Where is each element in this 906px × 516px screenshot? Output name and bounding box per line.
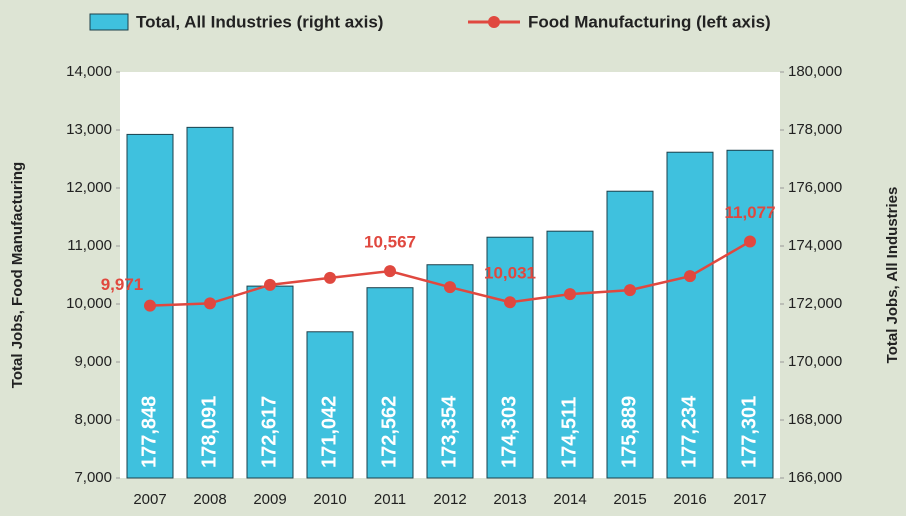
bar (186, 126, 234, 479)
line-marker (744, 235, 756, 248)
bar (426, 264, 474, 479)
x-tick-label: 2009 (253, 491, 286, 508)
y-axis-label: Total Jobs, Food Manufacturing (9, 162, 26, 388)
line-marker (684, 270, 696, 283)
bar-value-label: 177,301 (738, 396, 760, 468)
y-tick-label: 11,000 (67, 237, 112, 254)
line-marker (444, 281, 456, 294)
line-marker (264, 278, 276, 291)
legend-swatch (89, 13, 129, 31)
x-tick-label: 2011 (374, 491, 406, 508)
bar (246, 285, 294, 479)
y-tick-label: 13,000 (66, 121, 112, 138)
bar-value-label: 174,511 (558, 397, 580, 468)
line-marker (324, 271, 336, 284)
y2-axis-label: Total Jobs, All Industries (884, 187, 901, 364)
bar-value-label: 174,303 (498, 396, 520, 468)
y2-tick-label: 166,000 (788, 469, 842, 486)
x-tick-label: 2016 (673, 491, 706, 508)
x-tick-label: 2015 (613, 491, 646, 508)
y-tick-label: 7,000 (74, 469, 112, 486)
bar-value-label: 177,234 (678, 395, 700, 468)
y-tick-label: 8,000 (74, 411, 112, 428)
y2-tick-label: 178,000 (788, 121, 842, 138)
x-tick-label: 2014 (553, 491, 586, 508)
legend-swatch (488, 16, 500, 28)
line-value-label: 11,077 (724, 203, 775, 222)
y2-tick-label: 170,000 (788, 353, 842, 370)
y-tick-label: 10,000 (66, 295, 112, 312)
bar (306, 331, 354, 479)
x-tick-label: 2017 (733, 491, 766, 508)
x-tick-label: 2013 (493, 491, 526, 508)
line-value-label: 9,971 (101, 275, 144, 294)
bar-value-label: 175,889 (618, 396, 640, 468)
legend-label: Total, All Industries (right axis) (136, 12, 383, 31)
line-marker (204, 297, 216, 310)
line-marker (384, 265, 396, 278)
bar (666, 151, 714, 479)
y2-tick-label: 172,000 (788, 295, 842, 312)
bar-value-label: 172,562 (378, 396, 400, 468)
bar-value-label: 173,354 (438, 395, 460, 468)
bar (486, 236, 534, 479)
legend-label: Food Manufacturing (left axis) (528, 12, 771, 31)
x-tick-label: 2007 (133, 491, 166, 508)
bar (726, 149, 774, 479)
bar (546, 230, 594, 479)
y-tick-label: 9,000 (74, 353, 112, 370)
y2-tick-label: 168,000 (788, 411, 842, 428)
bar-value-label: 178,091 (198, 396, 220, 468)
y2-tick-label: 174,000 (788, 237, 842, 254)
line-marker (144, 299, 156, 312)
x-tick-label: 2010 (313, 491, 346, 508)
line-value-label: 10,567 (364, 233, 416, 252)
bar-value-label: 171,042 (318, 396, 340, 468)
bar-value-label: 172,617 (258, 396, 280, 468)
line-marker (504, 296, 516, 309)
y2-tick-label: 180,000 (788, 63, 842, 80)
y-tick-label: 14,000 (66, 63, 112, 80)
line-marker (564, 288, 576, 301)
bar (606, 190, 654, 479)
bar-value-label: 177,848 (138, 396, 160, 468)
bar (366, 287, 414, 479)
x-tick-label: 2008 (193, 491, 226, 508)
y-tick-label: 12,000 (66, 179, 112, 196)
x-tick-label: 2012 (433, 491, 466, 508)
line-value-label: 10,031 (484, 264, 536, 283)
y2-tick-label: 176,000 (788, 179, 842, 196)
line-marker (624, 284, 636, 297)
